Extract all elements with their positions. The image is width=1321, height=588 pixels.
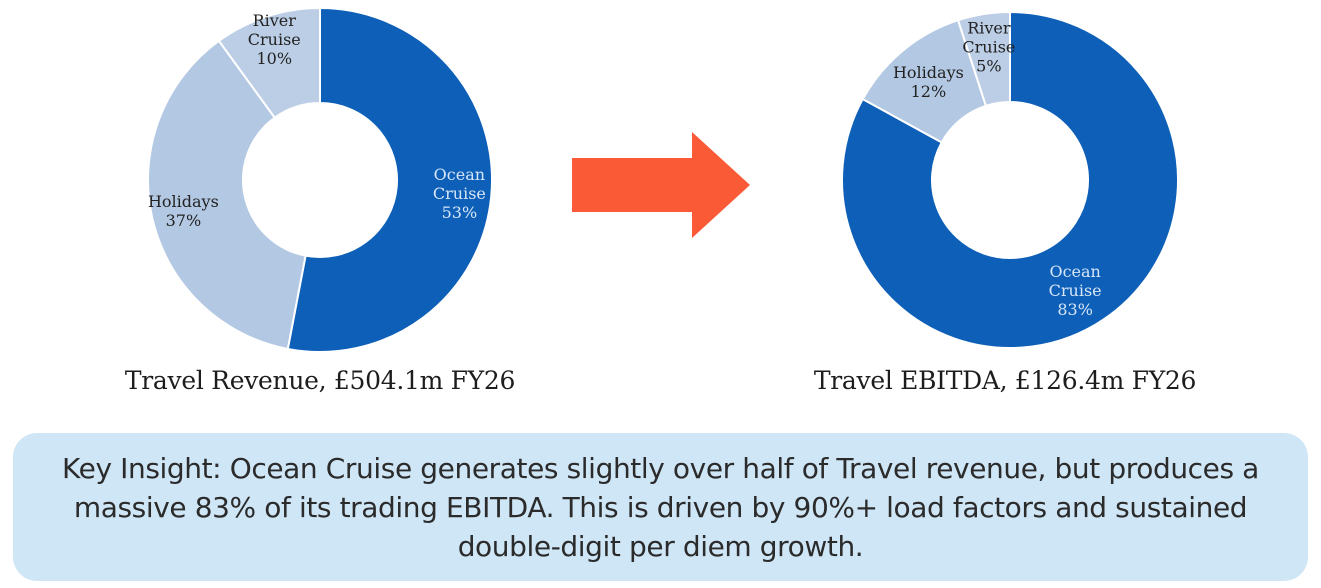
revenue-donut-chart: Ocean Cruise 53% Holidays 37% River Cruise 10% — [147, 6, 494, 353]
slice-label-river-cruise: River Cruise 10% — [248, 11, 301, 68]
donut-slice-river-cruise — [217, 6, 321, 120]
donut-slice-ocean-cruise — [286, 6, 494, 353]
ebitda-chart-title: Travel EBITDA, £126.4m FY26 — [813, 366, 1197, 395]
right-arrow-icon — [572, 132, 750, 238]
key-insight-text: Key Insight: Ocean Cruise generates slig… — [62, 452, 1259, 563]
revenue-chart-title: Travel Revenue, £504.1m FY26 — [124, 366, 516, 395]
slice-label-holidays: Holidays 37% — [148, 192, 219, 230]
slice-label-river-cruise: River Cruise 5% — [962, 19, 1015, 76]
slice-label-ocean-cruise: Ocean Cruise 83% — [1049, 262, 1102, 319]
slice-label-ocean-cruise: Ocean Cruise 53% — [433, 165, 486, 222]
key-insight-box: Key Insight: Ocean Cruise generates slig… — [13, 433, 1308, 581]
donut-slice-ocean-cruise — [841, 10, 1179, 349]
slice-label-holidays: Holidays 12% — [893, 63, 964, 101]
ebitda-donut-chart: Ocean Cruise 83% Holidays 12%River Cruise 5% — [841, 10, 1179, 349]
donut-slice-holidays — [147, 39, 307, 351]
donut-slice-river-cruise — [956, 10, 1011, 108]
